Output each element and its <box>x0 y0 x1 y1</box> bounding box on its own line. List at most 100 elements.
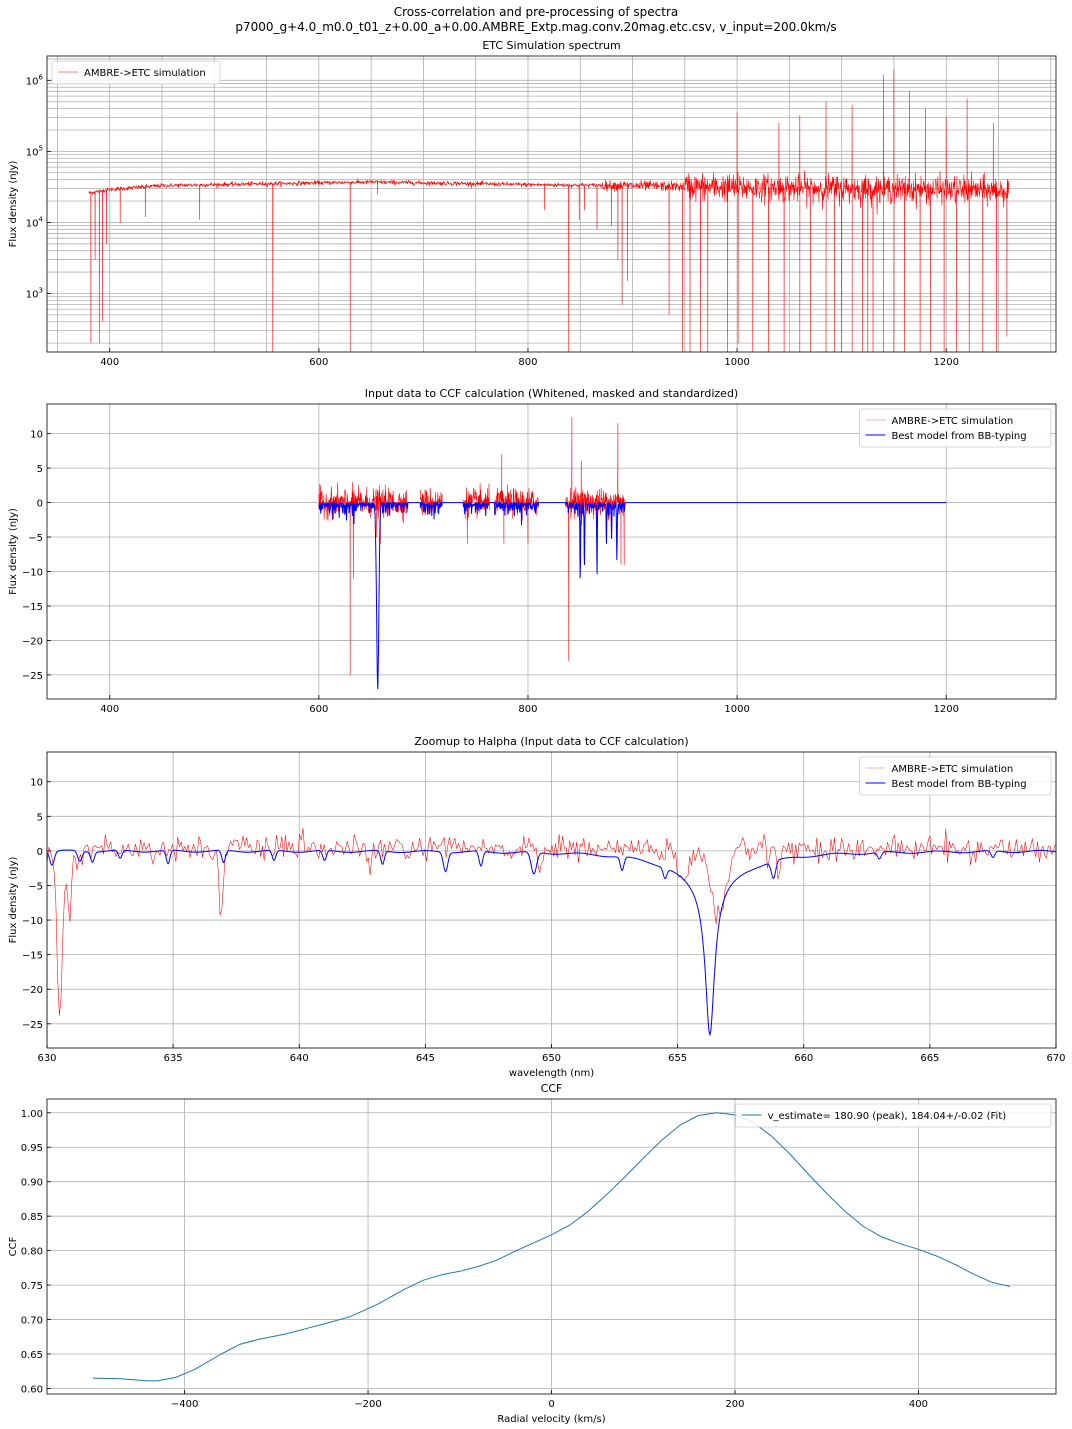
legend-label: Best model from BB-typing <box>892 431 1027 442</box>
series-simulation <box>47 827 1056 1016</box>
y-axis-label: Flux density (nJy) <box>8 160 19 247</box>
ticks: −400 −200 0 200 400 0.60 0.65 0.70 0.75 0.80 0.85 0… <box>21 1109 928 1410</box>
x-tick-label: −400 <box>171 1399 198 1410</box>
x-tick-label: 640 <box>290 1053 309 1064</box>
y-tick-label: 104 <box>26 215 44 229</box>
y-tick-label: −25 <box>22 671 43 682</box>
y-tick-label: 5 <box>37 464 43 475</box>
y-axis-label: Flux density (nJy) <box>8 856 19 943</box>
y-tick-label: 1.00 <box>21 1109 43 1120</box>
x-tick-label: 400 <box>100 357 119 368</box>
y-axis-label: CCF <box>8 1236 19 1256</box>
y-tick-label: 105 <box>26 144 43 158</box>
x-tick-label: −200 <box>354 1399 381 1410</box>
y-tick-label: 0 <box>37 499 43 510</box>
plot-area <box>92 1112 1011 1382</box>
chart-title: CCF <box>541 1082 563 1095</box>
series-ccf <box>92 1112 1011 1382</box>
x-axis-label: Radial velocity (km/s) <box>497 1414 605 1425</box>
x-tick-label: 660 <box>794 1053 813 1064</box>
legend-label: Best model from BB-typing <box>892 779 1027 790</box>
series-model <box>318 502 947 690</box>
x-tick-label: 1000 <box>724 704 749 715</box>
grid <box>47 56 1056 352</box>
legend-label: v_estimate= 180.90 (peak), 184.04+/-0.02… <box>768 1111 1007 1122</box>
y-tick-label: 10 <box>30 778 43 789</box>
ticks: 400 600 800 1000 1200 103 104 105 106 <box>26 73 959 368</box>
series-simulation-segment <box>462 482 490 544</box>
y-tick-label: −5 <box>28 533 43 544</box>
series-model <box>47 849 1056 1036</box>
y-tick-label: 0.70 <box>21 1316 43 1327</box>
y-tick-label: 103 <box>26 286 43 300</box>
y-tick-label: 5 <box>37 812 43 823</box>
legend: AMBRE->ETC simulation Best model from BB-… <box>859 756 1052 796</box>
y-tick-label: 0.80 <box>21 1247 43 1258</box>
y-tick-label: 0 <box>37 847 43 858</box>
chart-1: 400 600 800 1000 1200 103 104 105 106 ETC Simulat… <box>8 39 1057 368</box>
x-tick-label: 650 <box>542 1053 561 1064</box>
figure-suptitle-line2: p7000_g+4.0_m0.0_t01_z+0.00_a+0.00.AMBRE… <box>235 20 837 34</box>
legend-label: AMBRE->ETC simulation <box>892 764 1014 775</box>
y-tick-label: 0.90 <box>21 1178 43 1189</box>
chart-title: Input data to CCF calculation (Whitened,… <box>365 387 738 400</box>
x-axis-label: wavelength (nm) <box>509 1068 594 1079</box>
legend-label: AMBRE->ETC simulation <box>892 416 1014 427</box>
x-tick-label: 645 <box>416 1053 435 1064</box>
ticks: 400 600 800 1000 1200 10 5 0 −5 −10 −15 −20 −25 <box>22 430 959 715</box>
x-tick-label: 655 <box>668 1053 687 1064</box>
x-tick-label: 665 <box>920 1053 939 1064</box>
x-tick-label: 630 <box>37 1053 56 1064</box>
y-tick-label: −20 <box>22 636 43 647</box>
chart-title: ETC Simulation spectrum <box>482 39 620 52</box>
x-tick-label: 635 <box>164 1053 183 1064</box>
x-tick-label: 1200 <box>933 357 958 368</box>
axes-frame <box>46 403 1057 700</box>
x-tick-label: 800 <box>518 357 537 368</box>
chart-2: 400 600 800 1000 1200 10 5 0 −5 −10 −15 −20 −25 Input… <box>8 387 1057 715</box>
x-tick-label: 400 <box>100 704 119 715</box>
x-tick-label: 400 <box>909 1399 928 1410</box>
y-tick-label: 0.95 <box>21 1143 43 1154</box>
y-tick-label: −15 <box>22 602 43 613</box>
x-tick-label: 670 <box>1046 1053 1065 1064</box>
y-tick-label: 0.65 <box>21 1350 43 1361</box>
axes-frame <box>46 55 1057 353</box>
figure-suptitle-line1: Cross-correlation and pre-processing of … <box>393 5 679 19</box>
legend-box <box>735 1103 1052 1128</box>
x-tick-label: 600 <box>309 357 328 368</box>
legend: AMBRE->ETC simulation <box>51 60 221 85</box>
y-axis-label: Flux density (nJy) <box>8 508 19 595</box>
y-tick-label: 0.60 <box>21 1384 43 1395</box>
legend: v_estimate= 180.90 (peak), 184.04+/-0.02… <box>735 1103 1052 1128</box>
x-tick-label: 600 <box>309 704 328 715</box>
series-simulation <box>88 69 1010 352</box>
ticks: 630 635 640 645 650 655 660 665 670 10 5 0 −5 −10 −15 −… <box>22 778 1066 1064</box>
y-tick-label: −20 <box>22 985 43 996</box>
legend-box <box>859 756 1052 796</box>
y-tick-label: 0.75 <box>21 1281 43 1292</box>
x-tick-label: 1000 <box>724 357 749 368</box>
legend-label: AMBRE->ETC simulation <box>84 68 206 79</box>
chart-title: Zoomup to Halpha (Input data to CCF calc… <box>414 735 688 748</box>
y-tick-label: −5 <box>28 881 43 892</box>
series-simulation-segment <box>494 454 539 544</box>
plot-area <box>47 827 1056 1036</box>
chart-3: 630 635 640 645 650 655 660 665 670 10 5 0 −5 −10 −15 −… <box>8 735 1066 1079</box>
legend-box <box>51 60 221 85</box>
y-tick-label: −10 <box>22 567 43 578</box>
grid <box>46 752 1057 1048</box>
y-tick-label: −15 <box>22 951 43 962</box>
y-tick-label: −10 <box>22 916 43 927</box>
grid <box>47 1099 1056 1394</box>
legend: AMBRE->ETC simulation Best model from BB-… <box>859 408 1052 448</box>
y-tick-label: 0.85 <box>21 1212 43 1223</box>
chart-4: −400 −200 0 200 400 0.60 0.65 0.70 0.75 0.80 0.85 0… <box>8 1082 1057 1425</box>
x-tick-label: 1200 <box>933 704 958 715</box>
x-tick-label: 200 <box>725 1399 744 1410</box>
x-tick-label: 0 <box>548 1399 554 1410</box>
x-tick-label: 800 <box>518 704 537 715</box>
plot-area <box>318 417 947 690</box>
